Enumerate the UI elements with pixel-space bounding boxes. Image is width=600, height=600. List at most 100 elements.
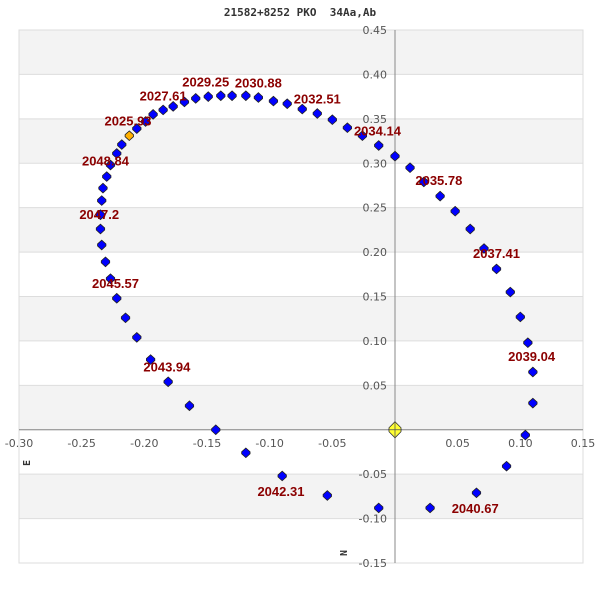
x-tick-label: 0.15 [571, 437, 596, 450]
grid-band [19, 296, 583, 341]
orbit-point [405, 162, 415, 174]
x-tick-label: -0.25 [67, 437, 95, 450]
epoch-label: 2025.93 [105, 114, 152, 129]
grid-band [19, 118, 583, 164]
orbit-point [241, 90, 251, 102]
y-tick-label: 0.30 [363, 157, 388, 170]
y-tick-label: 0.10 [363, 335, 388, 348]
orbit-point [112, 292, 122, 304]
x-tick-label: 0.05 [445, 437, 470, 450]
y-tick-label: 0.40 [363, 68, 388, 81]
epoch-label: 2027.61 [140, 89, 187, 104]
epoch-label: 2037.41 [473, 246, 520, 261]
y-tick-label: -0.05 [359, 468, 387, 481]
x-tick-label: 0.10 [508, 437, 533, 450]
grid-band [19, 252, 583, 297]
y-tick-label: 0.35 [363, 113, 388, 126]
y-axis-label: N [339, 550, 350, 556]
orbit-point [253, 92, 263, 103]
orbit-point [184, 400, 195, 412]
y-tick-label: 0.45 [363, 24, 388, 37]
epoch-label: 2048.84 [82, 154, 130, 169]
orbit-point [120, 312, 131, 324]
x-tick-label: -0.10 [255, 437, 283, 450]
orbit-point [102, 171, 112, 182]
grid-band [19, 474, 583, 519]
grid-band [19, 340, 583, 386]
epoch-label: 2034.14 [354, 123, 402, 138]
y-tick-label: 0.05 [363, 379, 388, 392]
epoch-label: 2045.57 [92, 276, 139, 291]
grid-band [19, 30, 583, 75]
grid-band [19, 429, 583, 475]
y-tick-label: -0.10 [359, 513, 387, 526]
current-position-point [124, 130, 134, 142]
orbit-point [148, 109, 158, 120]
orbit-point [105, 159, 116, 171]
grid-band [19, 385, 583, 430]
orbit-point [227, 90, 237, 102]
orbit-point [515, 311, 525, 323]
orbit-point [100, 256, 111, 268]
orbit-point [523, 337, 533, 349]
y-tick-label: 0.25 [363, 202, 388, 215]
epoch-label: 2040.67 [452, 501, 499, 516]
chart-title: 21582+8252 PKO 34Aa,Ab [223, 6, 377, 19]
orbit-point [520, 429, 530, 441]
orbit-point [168, 101, 178, 112]
orbit-point [282, 98, 292, 110]
orbit-point [465, 223, 475, 235]
orbit-point [95, 223, 106, 235]
epoch-label: 2035.78 [415, 173, 462, 188]
orbit-point [132, 123, 142, 134]
orbit-point [140, 116, 151, 127]
orbit-point [501, 460, 512, 472]
epoch-label: 2047.2 [79, 207, 119, 222]
epoch-label: 2043.94 [143, 360, 191, 375]
orbit-point [179, 96, 190, 108]
x-axis-label: E [22, 460, 33, 466]
y-tick-label: 0.15 [363, 291, 388, 304]
orbit-point [390, 150, 400, 162]
orbit-point [479, 243, 489, 254]
x-tick-label: -0.15 [193, 437, 221, 450]
epoch-label: 2042.31 [257, 484, 304, 499]
orbit-point [471, 487, 482, 499]
orbit-point [374, 140, 384, 151]
orbit-point [216, 90, 226, 102]
orbit-point [241, 447, 251, 459]
orbit-point [327, 114, 337, 126]
orbit-point [357, 130, 368, 142]
orbit-point [312, 108, 322, 119]
orbit-point [112, 148, 122, 159]
orbit-point [268, 95, 279, 107]
orbit-point [117, 139, 127, 150]
orbit-point [450, 205, 460, 217]
epoch-label: 2030.88 [235, 75, 282, 90]
orbit-point [203, 91, 213, 102]
orbit-point [419, 176, 429, 188]
orbit-point [163, 376, 173, 388]
y-tick-label: 0.20 [363, 246, 388, 259]
x-tick-label: -0.05 [318, 437, 346, 450]
orbit-point [425, 502, 435, 514]
orbit-point [435, 190, 445, 202]
orbit-point [374, 502, 384, 514]
y-tick-label: -0.15 [359, 557, 387, 570]
orbit-point [491, 263, 502, 275]
orbit-point [342, 122, 352, 134]
orbit-point [97, 195, 107, 206]
epoch-label: 2039.04 [508, 349, 556, 364]
orbit-point [158, 104, 168, 116]
x-tick-label: -0.30 [5, 437, 33, 450]
orbit-point [322, 490, 332, 501]
orbit-point [146, 354, 156, 365]
orbit-point [528, 366, 538, 378]
orbit-point [191, 93, 201, 104]
grid-band [19, 207, 583, 253]
grid-band [19, 518, 583, 563]
epoch-label: 2029.25 [182, 75, 229, 90]
orbit-point [211, 424, 221, 436]
epoch-label: 2032.51 [294, 91, 341, 106]
